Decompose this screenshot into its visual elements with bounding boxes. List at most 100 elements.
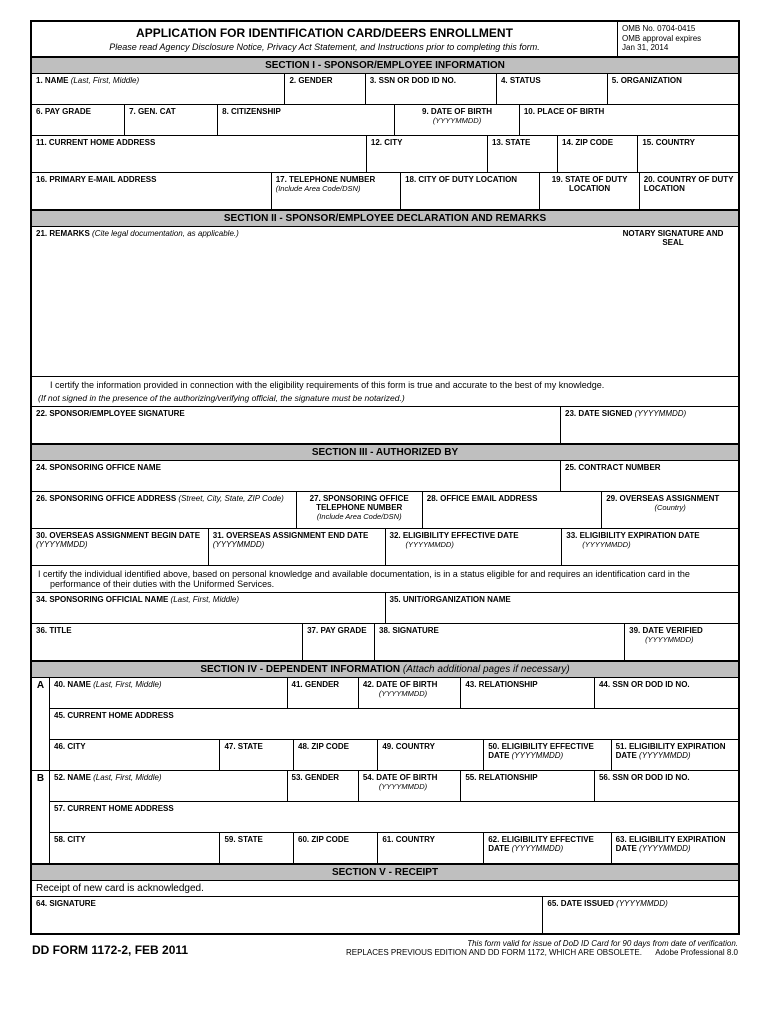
field-11-address[interactable]: 11. CURRENT HOME ADDRESS	[32, 136, 367, 172]
field-64-signature[interactable]: 64. SIGNATURE	[32, 897, 543, 933]
field-54-dob[interactable]: 54. DATE OF BIRTH(YYYYMMDD)	[359, 771, 461, 801]
form-title: APPLICATION FOR IDENTIFICATION CARD/DEER…	[38, 26, 611, 40]
field-61-country[interactable]: 61. COUNTRY	[378, 833, 484, 863]
footer-notes: This form valid for issue of DoD ID Card…	[346, 939, 738, 957]
section-3-header: SECTION III - AUTHORIZED BY	[32, 444, 738, 461]
certification-2: I certify the individual identified abov…	[32, 566, 738, 593]
field-22-signature[interactable]: 22. SPONSOR/EMPLOYEE SIGNATURE	[32, 407, 561, 443]
field-9-dob[interactable]: 9. DATE OF BIRTH(YYYYMMDD)	[395, 105, 520, 135]
field-46-city[interactable]: 46. CITY	[50, 740, 220, 770]
row-24-25: 24. SPONSORING OFFICE NAME 25. CONTRACT …	[32, 461, 738, 492]
field-42-dob[interactable]: 42. DATE OF BIRTH(YYYYMMDD)	[359, 678, 461, 708]
field-37-paygrade[interactable]: 37. PAY GRADE	[303, 624, 375, 660]
field-4-status[interactable]: 4. STATUS	[497, 74, 608, 104]
section-4-header: SECTION IV - DEPENDENT INFORMATION (Atta…	[32, 661, 738, 678]
field-56-ssn[interactable]: 56. SSN OR DOD ID NO.	[595, 771, 738, 801]
field-58-city[interactable]: 58. CITY	[50, 833, 220, 863]
field-33-exp-date[interactable]: 33. ELIGIBILITY EXPIRATION DATE(YYYYMMDD…	[562, 529, 738, 565]
field-45-address[interactable]: 45. CURRENT HOME ADDRESS	[50, 709, 738, 739]
form-container: APPLICATION FOR IDENTIFICATION CARD/DEER…	[30, 20, 740, 935]
field-26-office-address[interactable]: 26. SPONSORING OFFICE ADDRESS (Street, C…	[32, 492, 297, 528]
omb-date: Jan 31, 2014	[622, 43, 734, 53]
field-2-gender[interactable]: 2. GENDER	[285, 74, 365, 104]
certification-1-sub: (If not signed in the presence of the au…	[32, 393, 738, 407]
field-63-exp-date[interactable]: 63. ELIGIBILITY EXPIRATION DATE (YYYYMMD…	[612, 833, 738, 863]
footer-adobe: Adobe Professional 8.0	[655, 948, 738, 957]
row-30-33: 30. OVERSEAS ASSIGNMENT BEGIN DATE (YYYY…	[32, 529, 738, 566]
form-subtitle: Please read Agency Disclosure Notice, Pr…	[38, 42, 611, 52]
field-8-citizenship[interactable]: 8. CITIZENSHIP	[218, 105, 395, 135]
field-32-eff-date[interactable]: 32. ELIGIBILITY EFFECTIVE DATE(YYYYMMDD)	[386, 529, 563, 565]
field-60-zip[interactable]: 60. ZIP CODE	[294, 833, 378, 863]
field-31-end-date[interactable]: 31. OVERSEAS ASSIGNMENT END DATE (YYYYMM…	[209, 529, 386, 565]
field-15-country[interactable]: 15. COUNTRY	[638, 136, 738, 172]
field-21-remarks[interactable]: 21. REMARKS (Cite legal documentation, a…	[32, 227, 738, 377]
field-51-exp-date[interactable]: 51. ELIGIBILITY EXPIRATION DATE (YYYYMMD…	[612, 740, 738, 770]
field-43-relationship[interactable]: 43. RELATIONSHIP	[461, 678, 595, 708]
dependent-b: B 52. NAME (Last, First, Middle) 53. GEN…	[32, 771, 738, 864]
row-11-15: 11. CURRENT HOME ADDRESS 12. CITY 13. ST…	[32, 136, 738, 173]
row-36-39: 36. TITLE 37. PAY GRADE 38. SIGNATURE 39…	[32, 624, 738, 661]
field-53-gender[interactable]: 53. GENDER	[288, 771, 359, 801]
field-17-phone[interactable]: 17. TELEPHONE NUMBER(Include Area Code/D…	[272, 173, 401, 209]
field-49-country[interactable]: 49. COUNTRY	[378, 740, 484, 770]
row-58-63: 58. CITY 59. STATE 60. ZIP CODE 61. COUN…	[50, 833, 738, 863]
form-footer: DD FORM 1172-2, FEB 2011 This form valid…	[30, 935, 740, 957]
section-5-header: SECTION V - RECEIPT	[32, 864, 738, 881]
field-1-name[interactable]: 1. NAME (Last, First, Middle)	[32, 74, 285, 104]
field-52-name[interactable]: 52. NAME (Last, First, Middle)	[50, 771, 288, 801]
field-27-office-phone[interactable]: 27. SPONSORING OFFICE TELEPHONE NUMBER(I…	[297, 492, 423, 528]
field-24-sponsoring-office[interactable]: 24. SPONSORING OFFICE NAME	[32, 461, 561, 491]
field-57-address[interactable]: 57. CURRENT HOME ADDRESS	[50, 802, 738, 832]
field-50-eff-date[interactable]: 50. ELIGIBILITY EFFECTIVE DATE (YYYYMMDD…	[484, 740, 611, 770]
field-39-date-verified[interactable]: 39. DATE VERIFIED(YYYYMMDD)	[625, 624, 738, 660]
field-30-begin-date[interactable]: 30. OVERSEAS ASSIGNMENT BEGIN DATE (YYYY…	[32, 529, 209, 565]
field-29-overseas[interactable]: 29. OVERSEAS ASSIGNMENT(Country)	[602, 492, 738, 528]
field-48-zip[interactable]: 48. ZIP CODE	[294, 740, 378, 770]
row-64-65: 64. SIGNATURE 65. DATE ISSUED (YYYYMMDD)	[32, 897, 738, 933]
field-40-name[interactable]: 40. NAME (Last, First, Middle)	[50, 678, 288, 708]
field-23-date-signed[interactable]: 23. DATE SIGNED (YYYYMMDD)	[561, 407, 738, 443]
header-title-block: APPLICATION FOR IDENTIFICATION CARD/DEER…	[32, 22, 618, 56]
field-41-gender[interactable]: 41. GENDER	[288, 678, 359, 708]
field-36-title[interactable]: 36. TITLE	[32, 624, 303, 660]
field-35-unit[interactable]: 35. UNIT/ORGANIZATION NAME	[386, 593, 739, 623]
dependent-a-index: A	[32, 678, 50, 770]
field-20-duty-country[interactable]: 20. COUNTRY OF DUTY LOCATION	[640, 173, 738, 209]
receipt-ack: Receipt of new card is acknowledged.	[32, 881, 738, 897]
field-28-office-email[interactable]: 28. OFFICE EMAIL ADDRESS	[423, 492, 602, 528]
row-6-10: 6. PAY GRADE 7. GEN. CAT 8. CITIZENSHIP …	[32, 105, 738, 136]
field-10-pob[interactable]: 10. PLACE OF BIRTH	[520, 105, 738, 135]
field-38-signature[interactable]: 38. SIGNATURE	[375, 624, 625, 660]
field-59-state[interactable]: 59. STATE	[220, 833, 294, 863]
field-12-city[interactable]: 12. CITY	[367, 136, 488, 172]
form-id: DD FORM 1172-2, FEB 2011	[32, 943, 188, 957]
field-16-email[interactable]: 16. PRIMARY E-MAIL ADDRESS	[32, 173, 272, 209]
field-6-paygrade[interactable]: 6. PAY GRADE	[32, 105, 125, 135]
field-55-relationship[interactable]: 55. RELATIONSHIP	[461, 771, 595, 801]
field-18-duty-city[interactable]: 18. CITY OF DUTY LOCATION	[401, 173, 540, 209]
row-57: 57. CURRENT HOME ADDRESS	[50, 802, 738, 833]
form-header: APPLICATION FOR IDENTIFICATION CARD/DEER…	[32, 22, 738, 57]
dependent-a: A 40. NAME (Last, First, Middle) 41. GEN…	[32, 678, 738, 771]
field-13-state[interactable]: 13. STATE	[488, 136, 558, 172]
field-65-date-issued[interactable]: 65. DATE ISSUED (YYYYMMDD)	[543, 897, 738, 933]
certification-1: I certify the information provided in co…	[32, 377, 738, 393]
field-25-contract[interactable]: 25. CONTRACT NUMBER	[561, 461, 738, 491]
row-46-51: 46. CITY 47. STATE 48. ZIP CODE 49. COUN…	[50, 740, 738, 770]
field-3-ssn[interactable]: 3. SSN OR DOD ID NO.	[366, 74, 497, 104]
row-40-44: 40. NAME (Last, First, Middle) 41. GENDE…	[50, 678, 738, 709]
notary-label: NOTARY SIGNATURE AND SEAL	[608, 227, 738, 249]
field-7-gencat[interactable]: 7. GEN. CAT	[125, 105, 218, 135]
field-14-zip[interactable]: 14. ZIP CODE	[558, 136, 638, 172]
omb-approval-label: OMB approval expires	[622, 34, 734, 44]
row-16-20: 16. PRIMARY E-MAIL ADDRESS 17. TELEPHONE…	[32, 173, 738, 210]
field-19-duty-state[interactable]: 19. STATE OF DUTY LOCATION	[540, 173, 639, 209]
footer-replaces: REPLACES PREVIOUS EDITION AND DD FORM 11…	[346, 948, 642, 957]
field-5-org[interactable]: 5. ORGANIZATION	[608, 74, 738, 104]
row-52-56: 52. NAME (Last, First, Middle) 53. GENDE…	[50, 771, 738, 802]
field-44-ssn[interactable]: 44. SSN OR DOD ID NO.	[595, 678, 738, 708]
field-34-official-name[interactable]: 34. SPONSORING OFFICIAL NAME (Last, Firs…	[32, 593, 386, 623]
field-62-eff-date[interactable]: 62. ELIGIBILITY EFFECTIVE DATE (YYYYMMDD…	[484, 833, 611, 863]
field-47-state[interactable]: 47. STATE	[220, 740, 294, 770]
